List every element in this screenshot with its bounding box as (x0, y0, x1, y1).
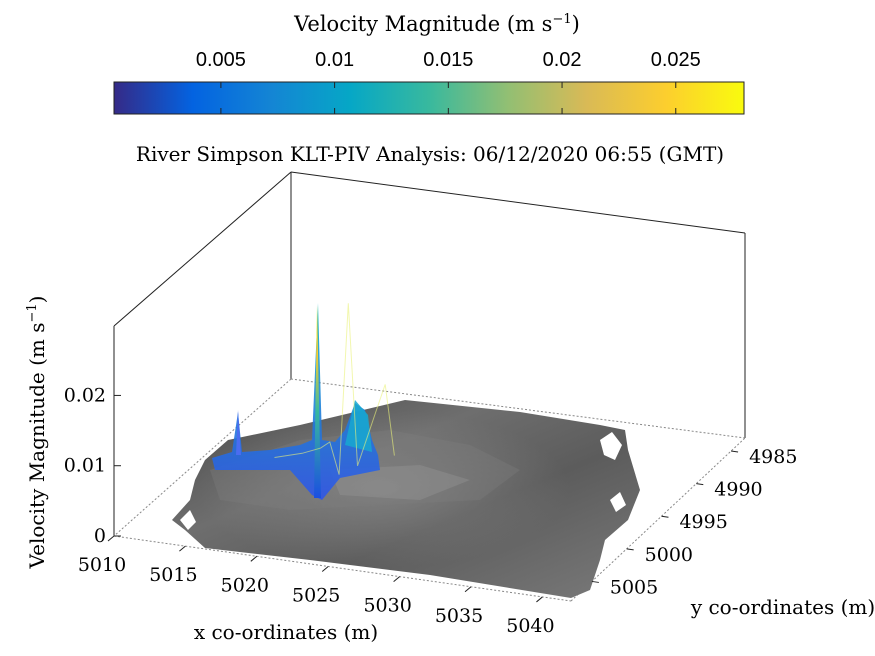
x-tick-mark (536, 596, 543, 603)
y-tick-label: 4985 (749, 446, 797, 468)
ground-image (172, 400, 640, 598)
x-tick-label: 5010 (78, 554, 126, 576)
y-tick-label: 5000 (645, 544, 693, 566)
colorbar-tick-label: 0.005 (196, 49, 246, 71)
y-tick-label: 4995 (679, 511, 727, 533)
x-tick-label: 5035 (435, 605, 483, 627)
colorbar-tick-label: 0.025 (651, 49, 701, 71)
colorbar-gradient (113, 81, 745, 115)
y-tick-mark (661, 515, 669, 518)
x-axis-ticks: 5010 5015 5020 5025 5030 5035 5040 (78, 535, 555, 637)
colorbar-ticks: 0.005 0.01 0.015 0.02 0.025 (196, 49, 701, 114)
y-tick-mark (696, 483, 704, 486)
y-tick-mark (591, 580, 599, 583)
x-tick-mark (393, 576, 400, 583)
y-axis-label: y co-ordinates (m) (690, 595, 875, 619)
x-tick-mark (321, 566, 329, 572)
x-tick-label: 5015 (149, 564, 197, 586)
z-tick-label: 0 (94, 525, 106, 547)
velocity-surface (212, 303, 395, 500)
x-tick-label: 5030 (363, 595, 411, 617)
x-axis-label: x co-ordinates (m) (194, 620, 378, 644)
y-tick-mark (731, 450, 739, 453)
chart-title: River Simpson KLT-PIV Analysis: 06/12/20… (136, 142, 724, 166)
x-tick-label: 5025 (292, 584, 340, 606)
z-tick-label: 0.02 (64, 384, 106, 406)
colorbar-label: Velocity Magnitude (m s−1) (293, 12, 580, 36)
x-tick-mark (250, 555, 258, 562)
x-tick-mark (464, 586, 472, 593)
colorbar-tick-label: 0.01 (315, 49, 354, 71)
z-axis-ticks: 0 0.01 0.02 (64, 384, 121, 547)
colorbar: Velocity Magnitude (m s−1) 0.005 0.01 0.01… (113, 12, 745, 115)
y-tick-mark (626, 548, 634, 551)
z-tick-label: 0.01 (64, 455, 106, 477)
x-tick-mark (107, 535, 115, 542)
x-tick-label: 5040 (506, 615, 554, 637)
z-axis-label: Velocity Magnitude (m s−1) (25, 296, 49, 570)
x-tick-mark (179, 545, 186, 552)
colorbar-tick-label: 0.02 (543, 49, 582, 71)
surface-profile-line (274, 303, 395, 475)
axes-box (113, 171, 746, 602)
x-tick-label: 5020 (221, 574, 269, 596)
y-tick-label: 4990 (714, 479, 762, 501)
y-axis-ticks: 4985 4990 4995 5000 5005 (591, 446, 797, 598)
y-tick-label: 5005 (610, 576, 658, 598)
colorbar-tick-label: 0.015 (423, 49, 473, 71)
